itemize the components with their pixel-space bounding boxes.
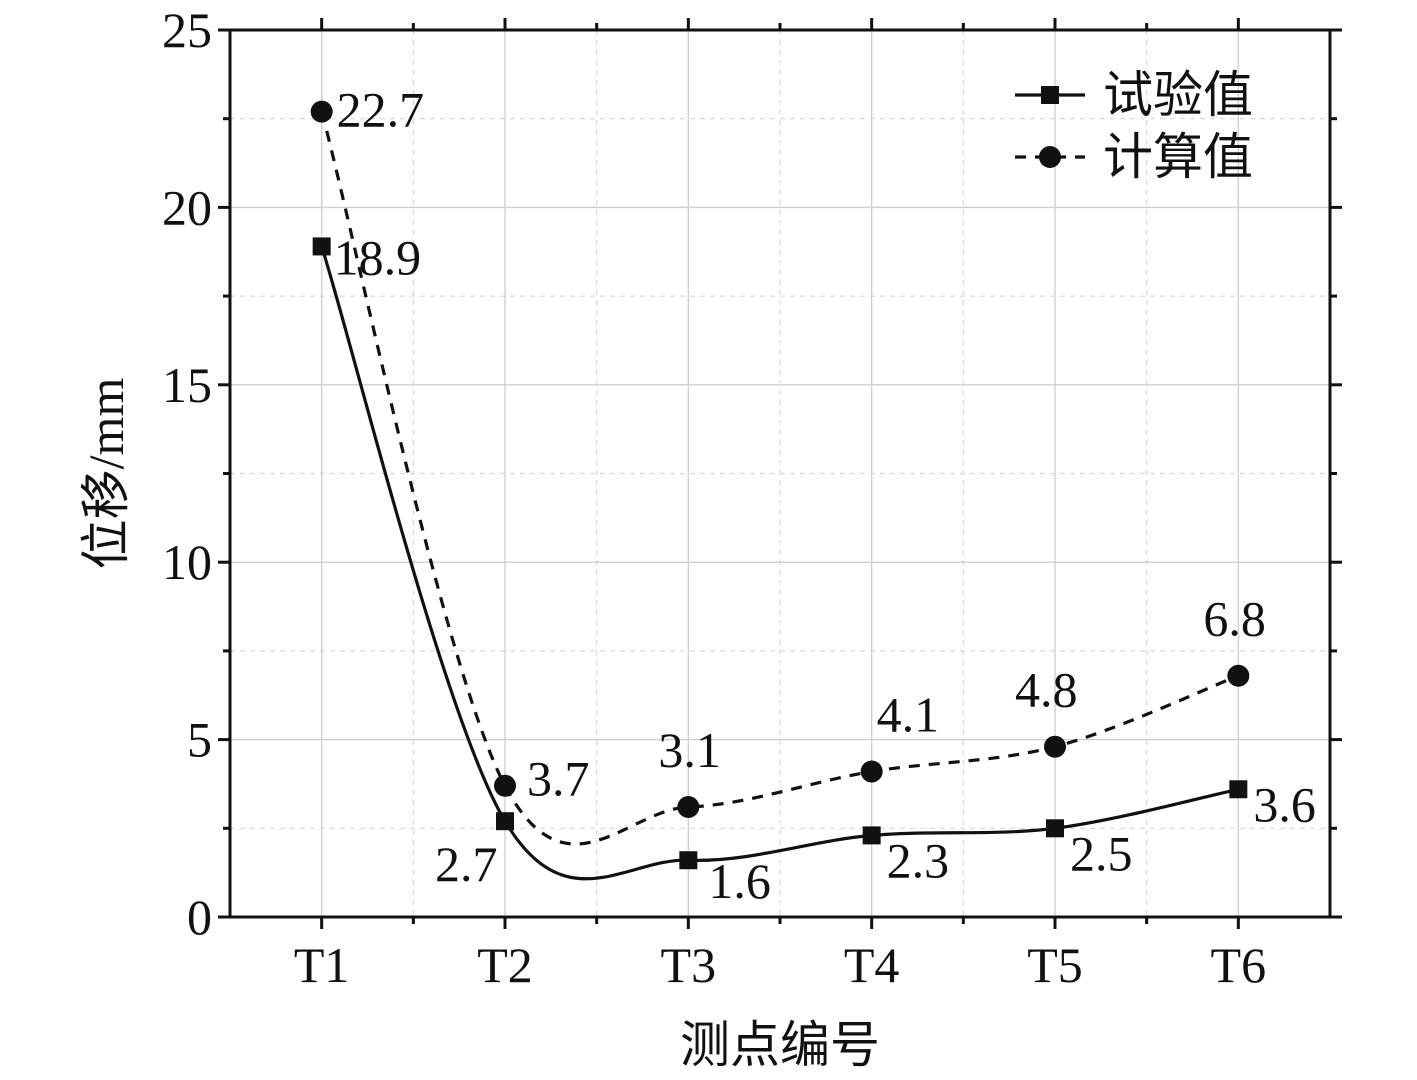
data-point-circle: [860, 760, 883, 783]
x-tick-label: T6: [1211, 937, 1267, 993]
y-tick-label: 25: [162, 2, 212, 58]
data-label: 1.6: [708, 853, 771, 909]
data-label: 2.7: [435, 836, 498, 892]
data-point-square: [1229, 780, 1248, 799]
data-label: 2.3: [887, 832, 950, 888]
y-tick-label: 15: [162, 357, 212, 413]
data-point-square: [862, 826, 881, 845]
data-point-square: [312, 237, 331, 256]
legend-square-icon: [1041, 86, 1059, 104]
legend-circle-icon: [1039, 146, 1061, 168]
x-tick-label: T3: [661, 937, 717, 993]
data-label: 18.9: [334, 229, 422, 285]
series-1: [312, 237, 1248, 881]
legend-label: 试验值: [1103, 67, 1253, 123]
data-labels: 18.9 2.7 1.6 2.3 2.5 3.6 22.7 3.7 3.1 4.1 4.8 6.8: [334, 82, 1316, 910]
data-label: 3.6: [1253, 776, 1316, 832]
data-point-square: [496, 812, 514, 831]
y-tick-label: 10: [162, 534, 212, 590]
data-label: 3.1: [658, 722, 721, 778]
data-label: 4.1: [877, 687, 940, 743]
data-point-circle: [1044, 735, 1066, 758]
series-2: [310, 100, 1250, 846]
x-tick-label: T4: [844, 937, 900, 993]
x-axis-title: 测点编号: [680, 1017, 880, 1073]
data-point-circle: [1227, 664, 1250, 687]
data-point-circle: [677, 796, 700, 819]
y-axis-title: 位移/mm: [78, 378, 134, 570]
data-label: 2.5: [1070, 825, 1133, 881]
data-label: 6.8: [1203, 591, 1266, 647]
x-tick-label: T1: [294, 937, 350, 993]
data-label: 4.8: [1015, 662, 1078, 718]
x-tick-label: T5: [1027, 937, 1083, 993]
data-point-square: [679, 851, 698, 870]
series-layer: [310, 100, 1250, 881]
y-tick-label: 20: [162, 179, 212, 235]
x-tick-label: T2: [477, 937, 533, 993]
axes: 0 5 10 15 20 25 T1 T2 T3 T4 T5 T6: [162, 2, 1342, 993]
data-label: 22.7: [337, 82, 425, 138]
data-point-square: [1046, 819, 1064, 838]
data-label: 3.7: [527, 751, 590, 807]
y-tick-label: 5: [187, 712, 212, 768]
y-tick-label: 0: [187, 889, 212, 945]
data-point-circle: [494, 774, 516, 797]
legend-label: 计算值: [1103, 129, 1253, 185]
data-point-circle: [310, 100, 333, 123]
